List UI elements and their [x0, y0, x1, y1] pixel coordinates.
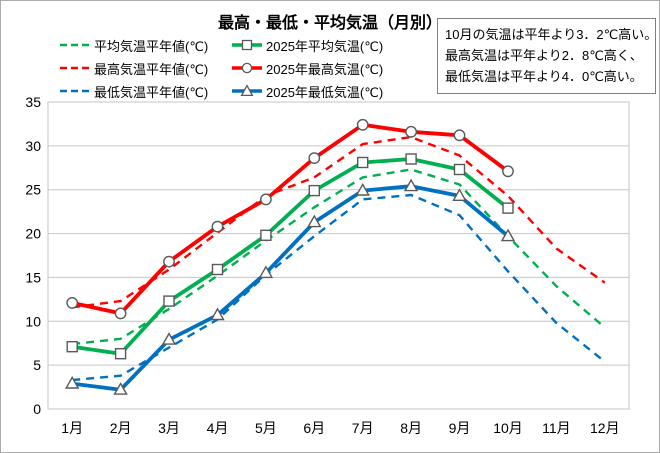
- series-markers-min-2025: [64, 178, 516, 395]
- svg-text:5月: 5月: [255, 420, 277, 436]
- svg-text:2月: 2月: [110, 420, 132, 436]
- legend-label-min-normal: 最低気温平年値(℃): [94, 84, 209, 100]
- svg-text:0: 0: [33, 401, 41, 417]
- legend-label-max-2025: 2025年最高気温(℃): [266, 61, 384, 77]
- series-line-max-2025: [71, 122, 510, 316]
- series-markers-avg-2025: [66, 153, 514, 360]
- svg-text:4月: 4月: [207, 420, 229, 436]
- dashed-line-icon: [60, 66, 90, 70]
- chart-legend: 平均気温平年値(℃) 2025年平均気温(℃) 最高気温平年値(℃) 2025年…: [59, 35, 383, 101]
- y-axis-labels: 0 5 10 15 20 25 30 35: [25, 94, 41, 417]
- svg-text:10: 10: [25, 313, 41, 329]
- legend-item-min-normal: 最低気温平年値(℃): [59, 81, 227, 101]
- svg-text:20: 20: [25, 226, 41, 242]
- series-line-max-normal: [72, 135, 606, 309]
- svg-text:11月: 11月: [542, 420, 571, 436]
- series-line-avg-normal: [72, 168, 606, 346]
- svg-text:35: 35: [25, 94, 41, 110]
- circle-marker-icon: [232, 62, 262, 74]
- svg-text:25: 25: [25, 182, 41, 198]
- svg-text:10月: 10月: [493, 420, 523, 436]
- legend-item-min-2025: 2025年最低気温(℃): [231, 81, 383, 101]
- svg-text:3月: 3月: [158, 420, 180, 436]
- legend-label-min-2025: 2025年最低気温(℃): [266, 84, 384, 100]
- legend-label-avg-normal: 平均気温平年値(℃): [94, 38, 209, 54]
- series-line-min-2025: [71, 184, 510, 392]
- series-line-avg-2025: [71, 157, 510, 356]
- svg-text:7月: 7月: [352, 420, 374, 436]
- series-line-min-normal: [72, 193, 606, 382]
- svg-text:5: 5: [33, 357, 41, 373]
- svg-text:12月: 12月: [590, 420, 620, 436]
- x-axis-labels: 1月 2月 3月 4月 5月 6月 7月 8月 9月 10月 11月 12月: [61, 420, 619, 436]
- y-gridlines: [48, 101, 629, 410]
- svg-text:15: 15: [25, 269, 41, 285]
- annotation-box: 10月の気温は平年より3．2℃高い。 最高気温は平年より2．8℃高く、 最低気温…: [437, 18, 658, 95]
- svg-text:1月: 1月: [61, 420, 83, 436]
- svg-text:30: 30: [25, 138, 41, 154]
- legend-label-avg-2025: 2025年平均気温(℃): [266, 38, 384, 54]
- svg-text:6月: 6月: [303, 420, 325, 436]
- legend-item-avg-2025: 2025年平均気温(℃): [231, 35, 383, 55]
- legend-item-max-2025: 2025年最高気温(℃): [231, 58, 383, 78]
- legend-label-max-normal: 最高気温平年値(℃): [94, 61, 209, 77]
- dashed-line-icon: [60, 89, 90, 93]
- svg-text:8月: 8月: [400, 420, 422, 436]
- triangle-marker-icon: [232, 84, 262, 97]
- legend-item-avg-normal: 平均気温平年値(℃): [59, 35, 227, 55]
- legend-item-max-normal: 最高気温平年値(℃): [59, 58, 227, 78]
- square-marker-icon: [232, 39, 262, 51]
- annotation-line-1: 10月の気温は平年より3．2℃高い。: [445, 27, 658, 42]
- plot-area-border: [47, 101, 630, 410]
- series-markers-max-2025: [66, 118, 514, 320]
- svg-text:9月: 9月: [449, 420, 471, 436]
- annotation-line-3: 最低気温は平年より4．0℃高い。: [445, 69, 643, 85]
- dashed-line-icon: [60, 43, 90, 47]
- chart-title: 最高・最低・平均気温（月別）: [217, 15, 442, 32]
- annotation-line-2: 最高気温は平年より2．8℃高く、: [445, 48, 643, 64]
